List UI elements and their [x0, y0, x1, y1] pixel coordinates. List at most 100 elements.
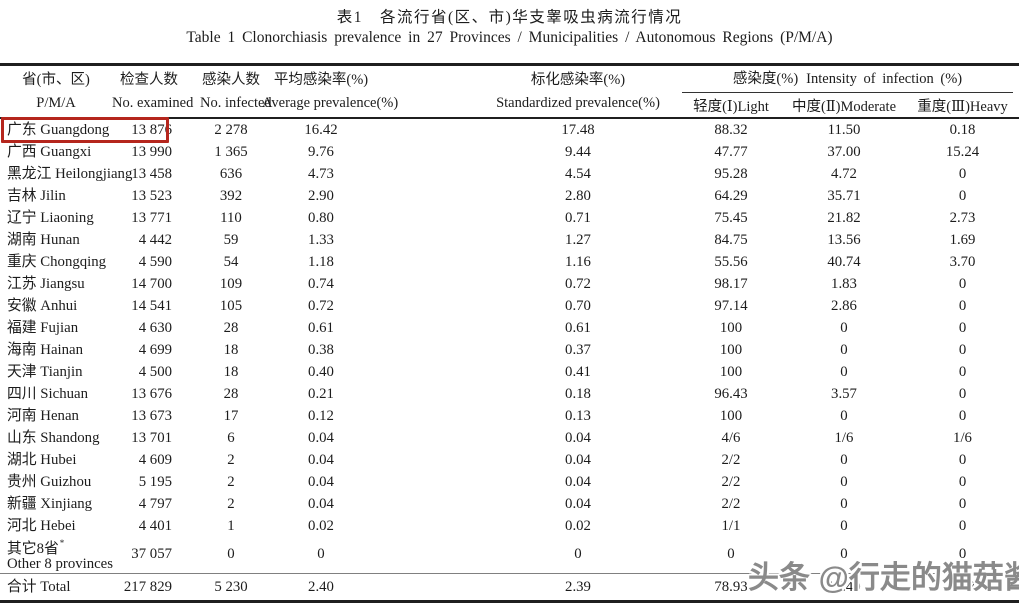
col-header-std-prevalence-zh: 标化感染率(%)	[530, 72, 626, 88]
avg-prevalence-cell: 0.61	[308, 320, 334, 336]
avg-prevalence-cell: 0.12	[308, 408, 334, 424]
province-label: 湖南 Hunan	[7, 232, 80, 248]
province-label: 海南 Hainan	[7, 342, 84, 358]
light-intensity-cell: 96.43	[714, 386, 748, 402]
province-label: 天津 Tianjin	[7, 364, 83, 380]
examined-cell: 5 195	[138, 474, 172, 490]
province-cell: 四川 Sichuan	[0, 383, 112, 405]
table-row: 其它8省* Other 8 provinces 37 057 0 0 0 0 0 0	[0, 537, 1019, 573]
light-intensity-cell: 98.17	[714, 276, 748, 292]
std-prevalence-cell: 0.18	[565, 386, 591, 402]
moderate-intensity-cell: 37.00	[827, 144, 861, 160]
moderate-intensity-cell: 21.82	[827, 210, 861, 226]
infected-cell: 2	[227, 474, 235, 490]
table-title-en: Table 1 Clonorchiasis prevalence in 27 P…	[186, 29, 833, 46]
province-cell: 湖南 Hunan	[0, 229, 112, 251]
avg-prevalence-cell: 0.02	[308, 518, 334, 534]
table-row: 四川 Sichuan 13 676 28 0.21 0.18 96.43 3.57 0	[0, 383, 1019, 405]
infected-cell: 28	[223, 386, 239, 402]
province-cell: 安徽 Anhui	[0, 295, 112, 317]
light-intensity-cell: 1/1	[721, 518, 741, 534]
province-label: 黑龙江 Heilongjiang	[7, 166, 133, 182]
province-label: 福建 Fujian	[7, 320, 79, 336]
province-label: 重庆 Chongqing	[7, 254, 107, 270]
light-intensity-cell: 84.75	[714, 232, 748, 248]
col-header-examined-zh: 检查人数	[120, 72, 178, 88]
col-header-examined: 检查人数 No. examined	[112, 64, 193, 119]
std-prevalence-cell: 0.02	[565, 518, 591, 534]
table-row: 重庆 Chongqing 4 590 54 1.18 1.16 55.56 40.74 3.7…	[0, 251, 1019, 273]
avg-prevalence-cell: 0	[317, 546, 325, 563]
avg-prevalence-cell: 1.18	[308, 254, 334, 270]
table-row: 辽宁 Liaoning 13 771 110 0.80 0.71 75.45 21.82 2.…	[0, 207, 1019, 229]
col-header-avg-prevalence: 平均感染率(%) Average prevalence(%)	[262, 64, 398, 119]
province-label: 山东 Shandong	[7, 430, 100, 446]
light-intensity-cell: 64.29	[714, 188, 748, 204]
heavy-intensity-cell: 0	[958, 276, 967, 292]
std-prevalence-cell: 0.04	[565, 474, 591, 490]
heavy-intensity-cell: 0	[958, 298, 967, 314]
infected-cell: 392	[219, 188, 243, 204]
province-label: 四川 Sichuan	[7, 386, 88, 402]
examined-cell: 4 590	[138, 254, 172, 270]
moderate-intensity-cell: 0	[840, 452, 848, 468]
province-cell: 黑龙江 Heilongjiang	[0, 163, 132, 185]
std-prevalence-cell: 17.48	[561, 122, 595, 138]
heavy-intensity-cell: 1.69	[949, 232, 976, 248]
col-header-province: 省(市、区) P/M/A	[0, 64, 112, 119]
moderate-intensity-cell: 0	[840, 496, 848, 512]
infected-cell: 6	[227, 430, 235, 446]
avg-prevalence-cell: 0.04	[308, 496, 334, 512]
std-prevalence-cell: 0.61	[565, 320, 591, 336]
examined-cell: 4 442	[138, 232, 172, 248]
province-label: 广东 Guangdong	[7, 122, 110, 138]
heavy-intensity-cell: 1/6	[953, 430, 972, 446]
table-row: 河北 Hebei 4 401 1 0.02 0.02 1/1 0 0	[0, 515, 1019, 537]
light-intensity-cell: 78.93	[680, 572, 782, 602]
table-row: 湖南 Hunan 4 442 59 1.33 1.27 84.75 13.56 1.69	[0, 229, 1019, 251]
moderate-intensity-cell: 0	[840, 546, 848, 563]
moderate-intensity-cell: 35.71	[827, 188, 861, 204]
table-row: 新疆 Xinjiang 4 797 2 0.04 0.04 2/2 0 0	[0, 493, 1019, 515]
std-prevalence-cell: 0.72	[565, 276, 591, 292]
examined-cell: 4 699	[138, 342, 172, 358]
table-row: 湖北 Hubei 4 609 2 0.04 0.04 2/2 0 0	[0, 449, 1019, 471]
moderate-intensity-cell: 0	[840, 342, 848, 358]
infected-cell: 1 365	[214, 144, 248, 160]
std-prevalence-cell: 0.04	[565, 452, 591, 468]
province-cell: 河南 Henan	[0, 405, 112, 427]
examined-cell: 13 458	[131, 166, 172, 182]
table-body: 广东 Guangdong 13 876 2 278 16.42 17.48 88.32 11…	[0, 117, 1019, 602]
table-row: 贵州 Guizhou 5 195 2 0.04 0.04 2/2 0 0	[0, 471, 1019, 493]
heavy-intensity-cell: 3.70	[949, 254, 976, 270]
province-cell: 天津 Tianjin	[0, 361, 112, 383]
light-intensity-cell: 100	[719, 408, 743, 424]
std-prevalence-cell: 1.16	[565, 254, 591, 270]
light-intensity-cell: 100	[719, 320, 743, 336]
col-header-std-prevalence: 标化感染率(%) Standardized prevalence(%)	[380, 64, 680, 119]
province-label: 辽宁 Liaoning	[7, 210, 94, 226]
province-label: 合计 Total	[7, 578, 71, 595]
province-cell: 新疆 Xinjiang	[0, 493, 112, 515]
table-row: 广东 Guangdong 13 876 2 278 16.42 17.48 88.32 11…	[0, 117, 1019, 143]
avg-prevalence-cell: 0.04	[308, 430, 334, 446]
infected-cell: 636	[219, 166, 243, 182]
province-cell: 辽宁 Liaoning	[0, 207, 112, 229]
examined-cell: 14 700	[131, 276, 172, 292]
heavy-intensity-cell: 0	[958, 452, 967, 468]
province-cell: 广西 Guangxi	[0, 141, 112, 163]
infected-cell: 28	[223, 320, 239, 336]
table-row: 吉林 Jilin 13 523 392 2.90 2.80 64.29 35.71 0	[0, 185, 1019, 207]
province-label: 广西 Guangxi	[7, 144, 92, 160]
moderate-intensity-cell: 0	[840, 364, 848, 380]
heavy-intensity-cell: 0	[958, 474, 967, 490]
examined-cell: 4 401	[138, 518, 172, 534]
avg-prevalence-cell: 9.76	[308, 144, 334, 160]
examined-cell: 4 609	[138, 452, 172, 468]
examined-cell: 13 771	[131, 210, 172, 226]
avg-prevalence-cell: 16.42	[304, 122, 338, 138]
light-intensity-cell: 47.77	[714, 144, 748, 160]
col-header-moderate: 中度(Ⅱ)Moderate	[782, 93, 906, 119]
std-prevalence-cell: 1.27	[565, 232, 591, 248]
table-row: 河南 Henan 13 673 17 0.12 0.13 100 0 0	[0, 405, 1019, 427]
